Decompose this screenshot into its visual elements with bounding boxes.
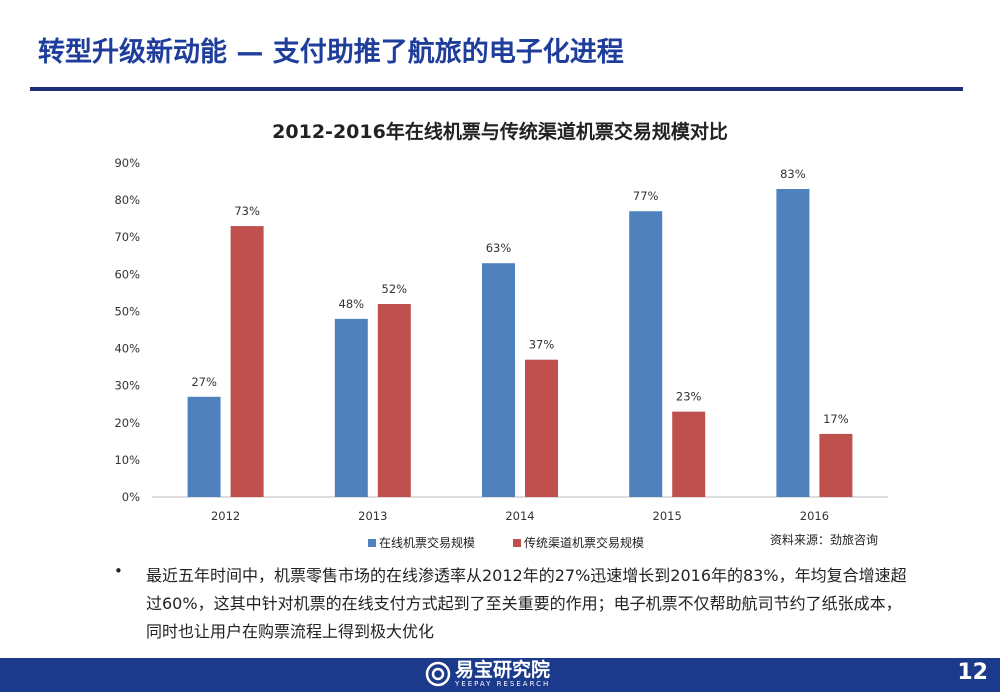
footer-bar bbox=[0, 658, 1000, 692]
bar-traditional bbox=[377, 304, 411, 497]
logo-subtitle: YEEPAY RESEARCH bbox=[455, 680, 551, 688]
data-label: 48% bbox=[339, 297, 365, 311]
legend-label: 传统渠道机票交易规模 bbox=[524, 535, 644, 550]
bar-online bbox=[187, 396, 221, 497]
source-note: 资料来源：劲旅咨询 bbox=[770, 532, 878, 547]
y-tick-label: 90% bbox=[114, 156, 140, 170]
x-tick-label: 2013 bbox=[358, 509, 387, 523]
data-label: 73% bbox=[234, 204, 260, 218]
y-tick-label: 0% bbox=[122, 490, 140, 504]
data-label: 23% bbox=[676, 390, 702, 404]
data-label: 17% bbox=[823, 412, 849, 426]
data-label: 37% bbox=[529, 338, 555, 352]
y-tick-label: 80% bbox=[114, 193, 140, 207]
bar-traditional bbox=[672, 411, 706, 497]
y-tick-label: 50% bbox=[114, 304, 140, 318]
y-tick-label: 20% bbox=[114, 416, 140, 430]
data-label: 63% bbox=[486, 241, 512, 255]
legend-swatch bbox=[368, 539, 376, 547]
y-tick-label: 60% bbox=[114, 267, 140, 281]
body-text: 最近五年时间中，机票零售市场的在线渗透率从2012年的27%迅速增长到2016年… bbox=[146, 566, 907, 641]
chart-title: 2012-2016年在线机票与传统渠道机票交易规模对比 bbox=[272, 120, 728, 143]
y-tick-label: 10% bbox=[114, 453, 140, 467]
slide-title: 转型升级新动能 — 支付助推了航旅的电子化进程 bbox=[38, 37, 624, 68]
data-label: 77% bbox=[633, 189, 659, 203]
bar-online bbox=[629, 211, 663, 497]
legend-label: 在线机票交易规模 bbox=[379, 535, 475, 550]
bar-online bbox=[776, 188, 810, 497]
y-tick-label: 30% bbox=[114, 379, 140, 393]
bullet-icon: • bbox=[114, 562, 123, 580]
data-label: 83% bbox=[780, 167, 806, 181]
bar-online bbox=[334, 318, 368, 497]
page-number: 12 bbox=[957, 660, 988, 685]
data-label: 27% bbox=[191, 375, 217, 389]
x-tick-label: 2012 bbox=[211, 509, 240, 523]
data-label: 52% bbox=[382, 282, 408, 296]
legend-swatch bbox=[513, 539, 521, 547]
title-divider bbox=[30, 87, 963, 91]
y-tick-label: 40% bbox=[114, 342, 140, 356]
x-tick-label: 2016 bbox=[800, 509, 829, 523]
yeepay-logo-icon bbox=[425, 661, 451, 687]
logo: 易宝研究院 YEEPAY RESEARCH bbox=[425, 660, 550, 688]
bar-chart: 2012-2016年在线机票与传统渠道机票交易规模对比 0% 10% 20% 30% 40… bbox=[114, 120, 888, 550]
logo-name: 易宝研究院 bbox=[455, 659, 551, 681]
x-tick-label: 2015 bbox=[653, 509, 682, 523]
y-tick-label: 70% bbox=[114, 230, 140, 244]
bar-traditional bbox=[230, 226, 264, 498]
bar-online bbox=[482, 263, 515, 497]
bar-traditional bbox=[525, 359, 558, 497]
bar-traditional bbox=[819, 433, 853, 497]
x-tick-label: 2014 bbox=[505, 509, 534, 523]
